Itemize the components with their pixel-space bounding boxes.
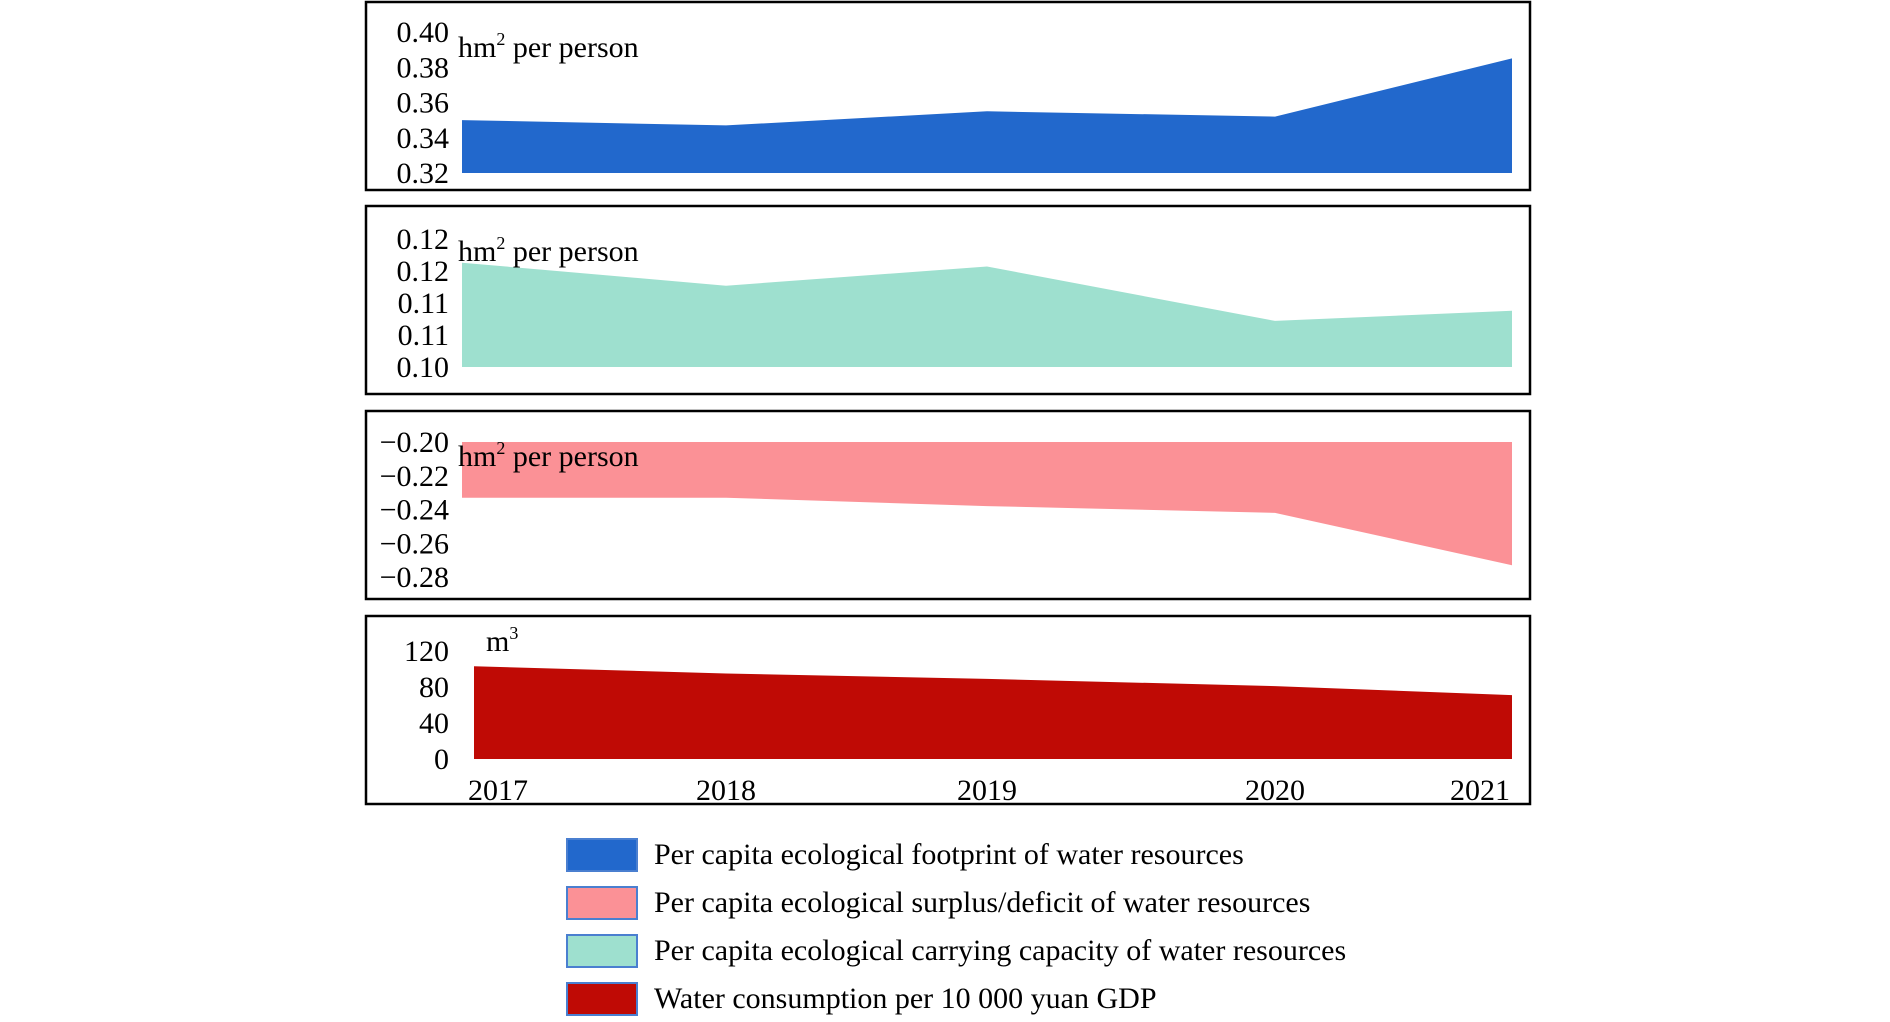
area-series <box>474 666 1512 759</box>
panel-frame <box>364 0 1532 192</box>
legend-swatch <box>566 982 638 1016</box>
unit-label: hm2 per person <box>458 29 639 64</box>
y-tick-label: 120 <box>404 635 449 668</box>
panel-frame <box>364 409 1532 601</box>
y-tick-label: 0.11 <box>398 319 449 352</box>
x-tick-label: 2021 <box>1450 774 1510 807</box>
legend-label: Per capita ecological footprint of water… <box>654 838 1244 871</box>
y-tick-label: 0.32 <box>397 157 450 190</box>
panel-1: 0.320.340.360.380.40 hm2 per person <box>364 0 1532 192</box>
y-tick-label: −0.20 <box>380 426 449 459</box>
panel-2: 0.100.110.110.120.12 hm2 per person <box>364 204 1532 396</box>
legend-swatch <box>566 838 638 872</box>
legend-item: Per capita ecological surplus/deficit of… <box>566 886 1466 922</box>
y-tick-label: 0.36 <box>397 87 450 120</box>
legend-item: Per capita ecological footprint of water… <box>566 838 1466 874</box>
y-tick-label: 0.38 <box>397 51 450 84</box>
y-tick-label: 0.12 <box>397 255 450 288</box>
x-tick-label: 2019 <box>957 774 1017 807</box>
panel-frame <box>364 204 1532 396</box>
y-tick-label: 0.34 <box>397 122 450 155</box>
y-tick-label: −0.22 <box>380 460 449 493</box>
panel-3: −0.20−0.22−0.24−0.26−0.28 hm2 per person <box>364 409 1532 601</box>
x-axis-labels: 2017 2018 2019 2020 2021 <box>468 774 1510 807</box>
y-tick-label: 80 <box>419 671 449 704</box>
legend-item: Per capita ecological carrying capacity … <box>566 934 1466 970</box>
panel-frame <box>364 614 1532 806</box>
legend-label: Per capita ecological carrying capacity … <box>654 934 1347 967</box>
legend-label: Water consumption per 10 000 yuan GDP <box>654 982 1157 1015</box>
x-tick-label: 2020 <box>1245 774 1305 807</box>
unit-label: m3 <box>486 623 518 658</box>
area-series <box>462 262 1512 367</box>
legend-swatch <box>566 886 638 920</box>
unit-label: hm2 per person <box>458 438 639 473</box>
y-tick-label: −0.24 <box>380 494 449 527</box>
unit-label: hm2 per person <box>458 233 639 268</box>
legend-item: Water consumption per 10 000 yuan GDP <box>566 982 1466 1018</box>
y-tick-label: −0.28 <box>380 561 449 594</box>
x-tick-label: 2017 <box>468 774 528 807</box>
x-tick-label: 2018 <box>696 774 756 807</box>
y-tick-label: 0.10 <box>397 351 450 384</box>
area-series <box>462 442 1512 566</box>
legend-label: Per capita ecological surplus/deficit of… <box>654 886 1311 919</box>
area-series <box>462 58 1512 173</box>
y-tick-label: 40 <box>419 707 449 740</box>
legend-swatch <box>566 934 638 968</box>
y-tick-label: 0 <box>434 743 449 776</box>
y-tick-label: −0.26 <box>380 527 449 560</box>
y-tick-label: 0.12 <box>397 223 450 256</box>
y-tick-label: 0.11 <box>398 287 449 320</box>
y-tick-label: 0.40 <box>397 16 450 49</box>
